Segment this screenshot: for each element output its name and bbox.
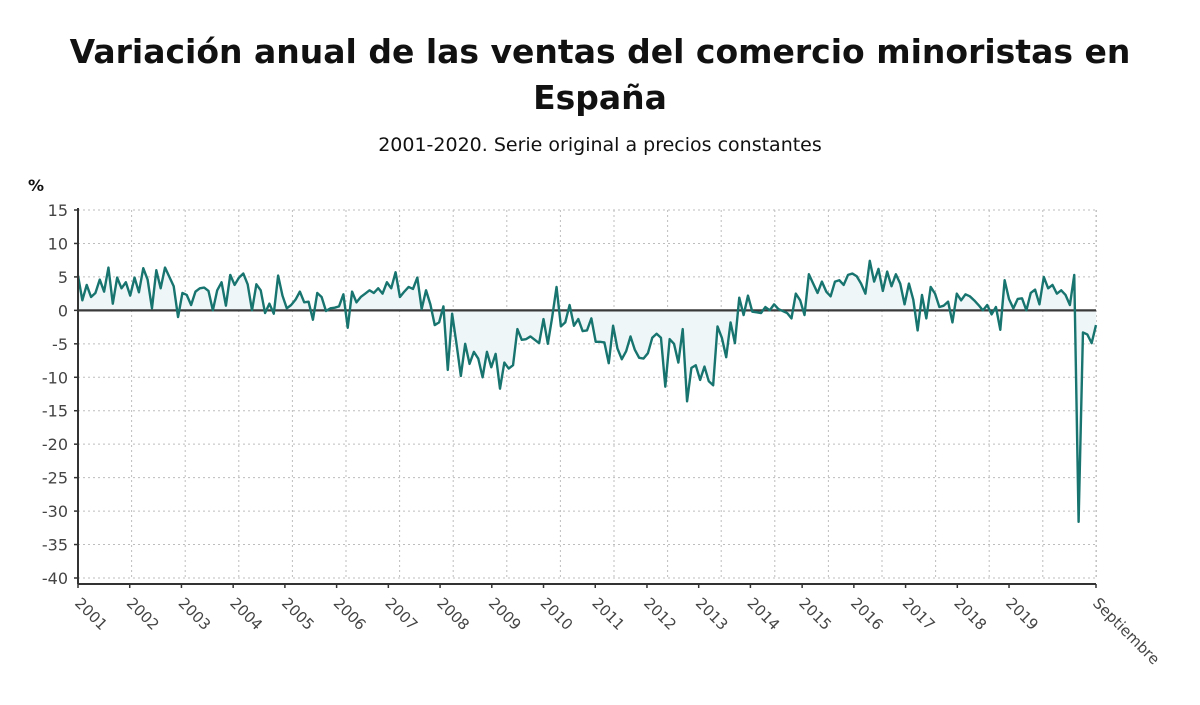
- x-tick-label: 2013: [692, 594, 732, 634]
- x-tick-label: 2014: [744, 594, 784, 634]
- chart-title-line1: Variación anual de las ventas del comerc…: [69, 32, 1131, 71]
- x-tick-label: 2004: [226, 594, 266, 634]
- x-tick-label: 2012: [640, 594, 680, 634]
- y-tick-label: -10: [42, 368, 68, 387]
- y-tick-label: -25: [42, 469, 68, 488]
- axes: [77, 208, 1096, 585]
- x-tick-label: 2016: [847, 594, 887, 634]
- y-tick-label: -20: [42, 435, 68, 454]
- x-axis-ticks: 2001 2002 2003 2004 2005 2006 2007 2008 2009 2010…: [71, 584, 1163, 668]
- y-tick-label: -30: [42, 502, 68, 521]
- x-tick-label: 2009: [485, 594, 525, 634]
- x-tick-label: Septiembre: [1089, 594, 1163, 668]
- y-tick-label: -5: [52, 335, 68, 354]
- y-axis-unit-label: %: [28, 176, 45, 195]
- y-axis-ticks: 15 10 5 0 -5 -10 -15 -20 -25 -30 -35 -40: [42, 201, 78, 588]
- x-tick-label: 2006: [330, 594, 370, 634]
- x-tick-label: 2008: [433, 594, 473, 634]
- y-tick-label: -40: [42, 569, 68, 588]
- x-tick-label: 2005: [278, 594, 318, 634]
- chart-subtitle: 2001-2020. Serie original a precios cons…: [378, 134, 822, 156]
- y-tick-label: 10: [48, 234, 68, 253]
- x-tick-label: 2015: [795, 594, 835, 634]
- y-tick-label: 5: [58, 268, 68, 287]
- gridlines: [77, 209, 1097, 579]
- x-tick-label: 2017: [899, 594, 939, 634]
- y-tick-label: 0: [58, 301, 68, 320]
- y-tick-label: 15: [48, 201, 68, 220]
- x-tick-label: 2019: [1002, 594, 1042, 634]
- x-tick-label: 2001: [71, 594, 111, 634]
- x-tick-label: 2010: [537, 594, 577, 634]
- x-tick-label: 2002: [123, 594, 163, 634]
- chart-title-line2: España: [533, 78, 667, 117]
- x-tick-label: 2007: [382, 594, 422, 634]
- x-tick-label: 2003: [175, 594, 215, 634]
- x-tick-label: 2011: [588, 594, 628, 634]
- area-fill: [78, 260, 1096, 522]
- y-tick-label: -15: [42, 402, 68, 421]
- series-line-group: [76, 259, 1098, 523]
- x-tick-label: 2018: [950, 594, 990, 634]
- y-tick-label: -35: [42, 536, 68, 555]
- area-fill-path: [78, 260, 1096, 522]
